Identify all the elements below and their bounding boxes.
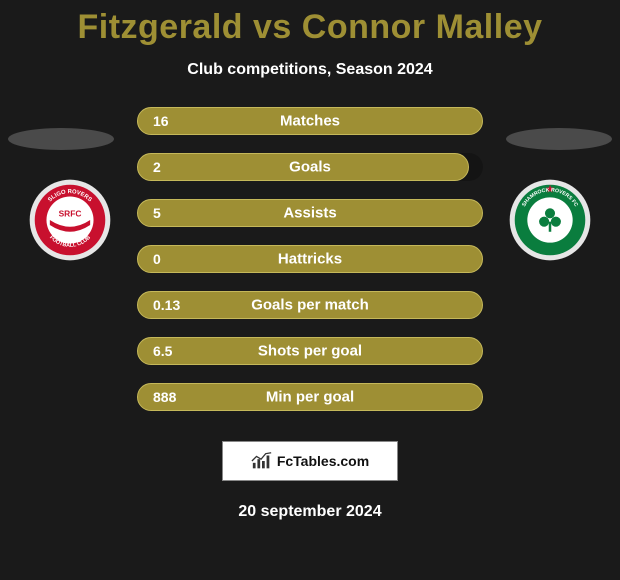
player-shadow-right xyxy=(506,128,612,150)
stat-label: Goals per match xyxy=(251,297,369,314)
stat-label: Shots per goal xyxy=(258,343,362,360)
stat-value: 2 xyxy=(153,159,161,175)
stat-row: 2 Goals xyxy=(137,153,483,181)
stat-row: 888 Min per goal xyxy=(137,383,483,411)
stat-value: 888 xyxy=(153,389,176,405)
stat-row: 6.5 Shots per goal xyxy=(137,337,483,365)
date-line: 20 september 2024 xyxy=(0,503,620,521)
stat-label: Assists xyxy=(283,205,336,222)
stat-row: 16 Matches xyxy=(137,107,483,135)
stat-value: 6.5 xyxy=(153,343,172,359)
crest-inner xyxy=(527,197,572,242)
stat-row: 0.13 Goals per match xyxy=(137,291,483,319)
stat-label: Goals xyxy=(289,159,331,176)
player-shadow-left xyxy=(8,128,114,150)
subtitle: Club competitions, Season 2024 xyxy=(0,61,620,79)
brand-badge: FcTables.com xyxy=(222,441,398,481)
stat-value: 16 xyxy=(153,113,169,129)
stat-value: 0.13 xyxy=(153,297,180,313)
stat-row: 0 Hattricks xyxy=(137,245,483,273)
club-crest-left: SLIGO ROVERS SRFC FOOTBALL CLUB xyxy=(20,178,120,262)
club-crest-right: SHAMROCK ROVERS FC xyxy=(500,178,600,262)
stat-value: 5 xyxy=(153,205,161,221)
stat-value: 0 xyxy=(153,251,161,267)
stat-row: 5 Assists xyxy=(137,199,483,227)
stat-label: Min per goal xyxy=(266,389,354,406)
stats-list: 16 Matches 2 Goals 5 Assists 0 Hattricks 0.13 Goa… xyxy=(137,107,483,411)
stat-label: Matches xyxy=(280,113,340,130)
page-title: Fitzgerald vs Connor Malley xyxy=(0,0,620,47)
brand-text: FcTables.com xyxy=(277,453,369,469)
brand-chart-icon xyxy=(251,451,273,471)
stat-label: Hattricks xyxy=(278,251,342,268)
crest-text-center: SRFC xyxy=(59,209,82,219)
